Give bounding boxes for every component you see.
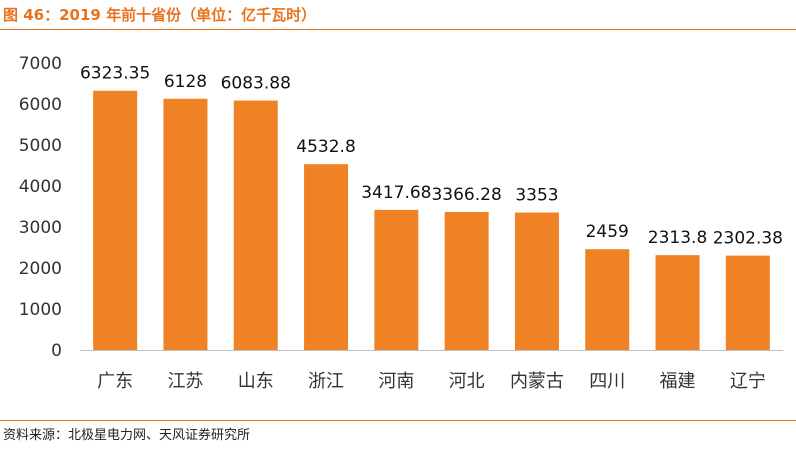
y-tick-label: 4000 [19,177,62,197]
bar [725,255,770,350]
source-note: 资料来源：北极星电力网、天风证券研究所 [3,428,251,443]
data-label: 3417.68 [361,183,431,203]
bar [514,212,559,350]
bar [374,209,419,350]
y-tick-label: 2000 [19,259,62,279]
title-divider [0,29,796,30]
bar [93,90,138,351]
x-tick-label: 内蒙古 [510,371,564,392]
data-label: 4532.8 [296,137,355,157]
bar [163,98,208,350]
bar [304,164,349,350]
x-tick-label: 浙江 [308,371,344,392]
x-tick-label: 山东 [238,371,274,392]
x-tick-label: 河南 [378,371,414,392]
bar-chart: 0 1000 2000 3000 4000 5000 6000 7000 6323.35 612… [19,54,783,392]
figure-title: 图 46：2019 年前十省份（单位：亿千瓦时） [3,6,317,24]
y-tick-label: 0 [51,341,62,361]
data-label: 3366.28 [431,185,501,205]
data-labels: 6323.35 6128 6083.88 4532.8 3417.68 3366.28 33… [80,64,783,249]
y-tick-label: 1000 [19,300,62,320]
bar [233,100,278,351]
data-label: 2313.8 [648,228,707,248]
bar-series [93,90,770,351]
x-tick-label: 河北 [449,371,485,392]
y-tick-label: 5000 [19,136,62,156]
bar [585,249,630,350]
data-label: 3353 [515,186,558,206]
x-tick-label: 四川 [589,371,625,392]
x-tick-label: 广东 [97,371,133,392]
y-tick-label: 7000 [19,54,62,74]
bar [444,211,489,350]
data-label: 2459 [586,222,629,242]
data-label: 6083.88 [221,74,291,94]
y-axis-ticks: 0 1000 2000 3000 4000 5000 6000 7000 [19,54,62,361]
y-tick-label: 6000 [19,95,62,115]
data-label: 6323.35 [80,64,150,84]
x-tick-label: 江苏 [167,371,203,392]
source-divider [0,420,796,421]
data-label: 6128 [164,72,207,92]
y-tick-label: 3000 [19,218,62,238]
x-tick-label: 辽宁 [730,371,766,392]
bar [655,255,700,350]
data-label: 2302.38 [713,229,783,249]
x-axis-ticks: 广东 江苏 山东 浙江 河南 河北 内蒙古 四川 福建 辽宁 [97,371,766,392]
x-tick-label: 福建 [660,371,696,392]
